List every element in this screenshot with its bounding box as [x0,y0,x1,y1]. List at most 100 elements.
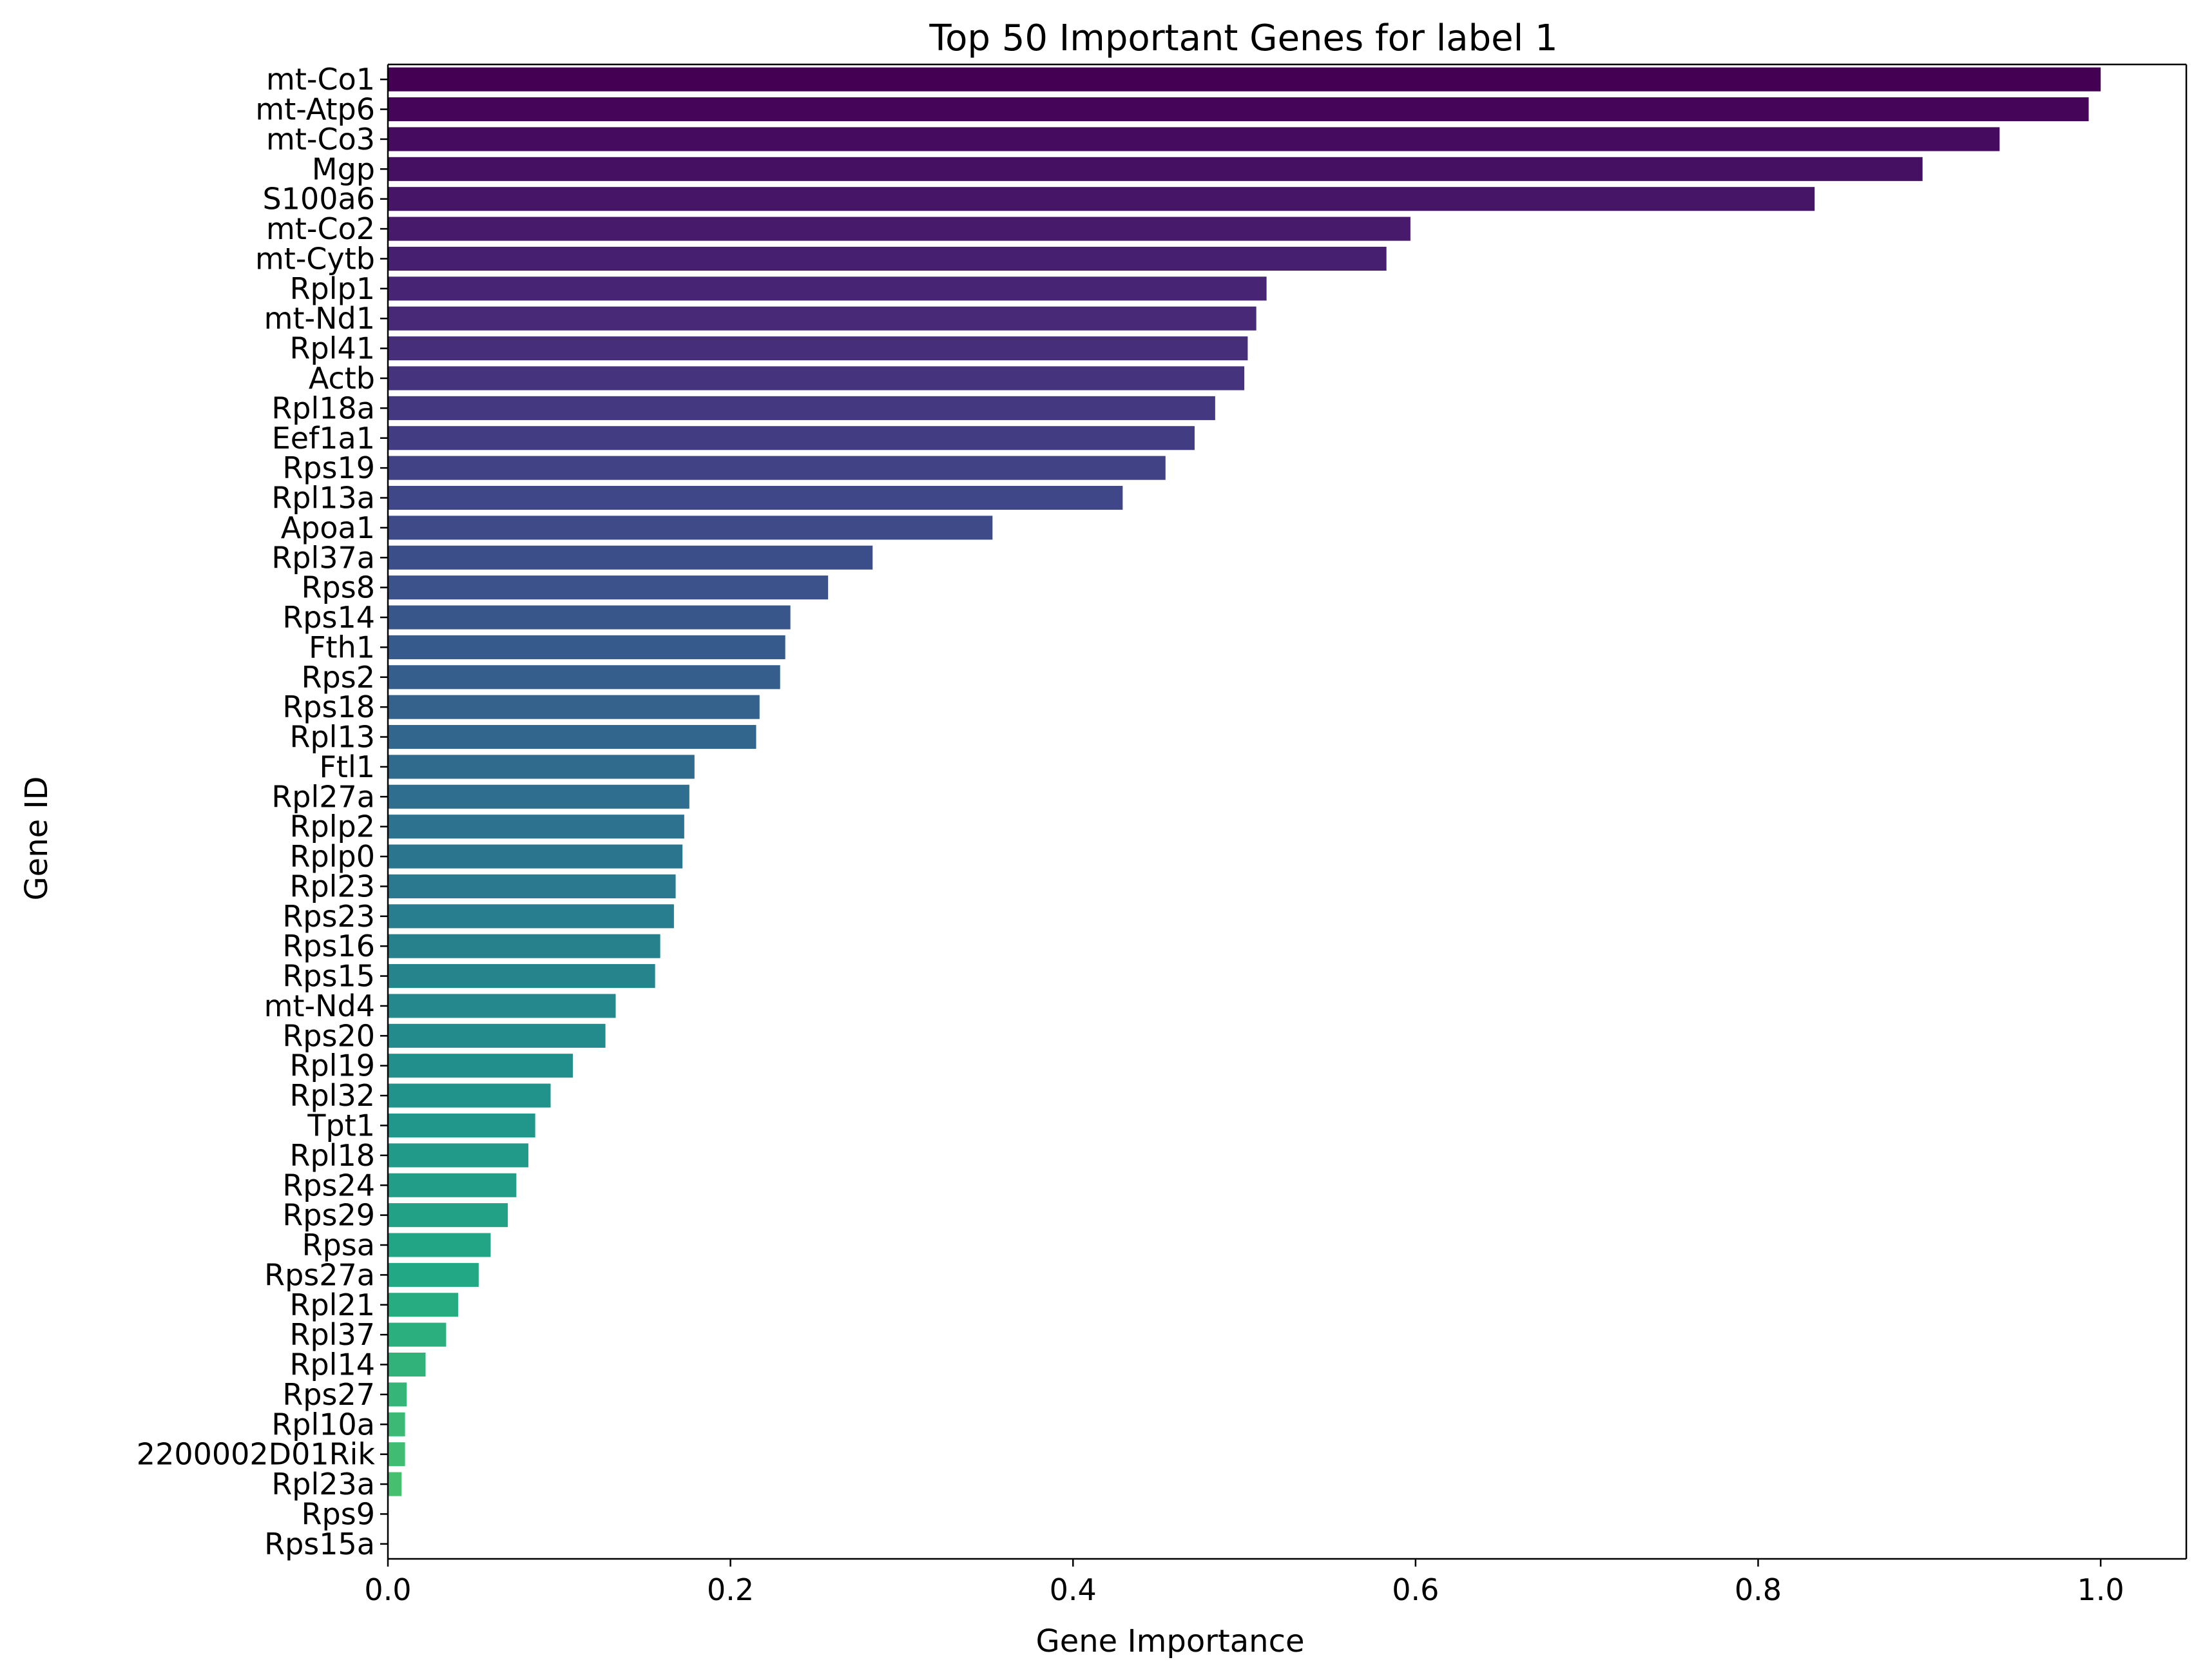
bars-layer [388,67,2101,1496]
bar-Rpl18a [388,396,1215,420]
y-tick-label: Rpl27a [271,779,375,814]
bar-Fth1 [388,635,785,659]
bar-Rps29 [388,1203,508,1228]
y-tick-label: Rps14 [282,600,375,635]
y-tick-label: Rps27a [264,1257,375,1292]
bar-Rpsa [388,1233,491,1257]
y-tick-label: Rps23 [282,899,375,934]
y-tick-label: Mgp [312,151,375,186]
bar-Rpl37 [388,1322,447,1347]
x-tick-label: 0.0 [364,1572,411,1607]
bar-Rps24 [388,1173,517,1197]
bar-Rpl18 [388,1143,528,1168]
y-tick-label: Rps18 [282,690,375,724]
y-tick-label: Rplp2 [290,809,375,844]
bar-Rpl23 [388,874,676,899]
bar-Rplp0 [388,844,683,869]
y-tick-label: Rps19 [282,450,375,485]
bar-Eef1a1 [388,426,1195,450]
y-tick-label: mt-Co2 [266,211,375,246]
bar-mt-Nd1 [388,306,1257,331]
y-tick-label: Apoa1 [281,510,375,545]
bar-Rps20 [388,1023,606,1048]
y-tick-label: Rpl32 [290,1078,375,1113]
y-tick-label: Rpl41 [290,331,375,366]
bar-Rps23 [388,904,674,929]
x-tick-label: 0.6 [1392,1572,1439,1607]
y-tick-label: Rpl21 [290,1288,375,1322]
y-tick-label: Rps15a [264,1527,375,1561]
y-tick-label: Rplp0 [290,839,375,874]
bar-Rpl37a [388,545,873,570]
bar-Rps8 [388,575,829,600]
y-tick-label: mt-Nd1 [264,301,375,336]
y-tick-label: Actb [309,361,375,396]
y-tick-label: Fth1 [309,630,375,664]
y-tick-label: Rps27 [282,1377,375,1412]
x-tick-label: 0.2 [707,1572,754,1607]
bar-Rpl13 [388,724,756,749]
y-tick-label: Rpl23 [290,869,375,903]
bar-2200002D01Rik [388,1442,405,1467]
bar-mt-Co2 [388,217,1411,241]
y-tick-label: Rpl10a [271,1407,375,1442]
y-tick-label: Rpl13a [271,481,375,516]
y-tick-label: mt-Co1 [266,62,375,97]
y-tick-label: Rpsa [302,1228,375,1262]
y-tick-label: Rpl23a [271,1467,375,1501]
y-tick-label: Rps24 [282,1168,375,1202]
bar-mt-Co1 [388,67,2101,92]
chart-title: Top 50 Important Genes for label 1 [929,17,1557,59]
bar-Rps27a [388,1262,479,1287]
y-tick-label: mt-Co3 [266,122,375,157]
bar-Rplp2 [388,815,684,839]
y-tick-label: Rps15 [282,959,375,994]
y-tick-label: Rps16 [282,929,375,963]
bar-Rpl21 [388,1293,458,1317]
x-axis-label: Gene Importance [1036,1623,1305,1659]
bar-Rpl32 [388,1083,551,1108]
bar-Rps16 [388,934,660,958]
bar-mt-Cytb [388,246,1387,271]
y-tick-label: Rpl13 [290,720,375,755]
y-tick-label: Rps29 [282,1198,375,1233]
bar-Rplp1 [388,276,1267,301]
y-tick-label: Rplp1 [290,271,375,306]
y-tick-label: Tpt1 [307,1108,375,1143]
bar-Rps18 [388,695,760,719]
y-tick-label: Rpl18a [271,391,375,425]
bar-Rps15 [388,964,655,989]
bar-Rpl14 [388,1352,426,1377]
bar-Apoa1 [388,516,993,540]
bar-mt-Nd4 [388,994,616,1018]
bar-Rps27 [388,1382,407,1407]
bar-Mgp [388,157,1923,181]
y-tick-label: Rps20 [282,1018,375,1053]
bar-Rps2 [388,665,780,690]
y-tick-label: Eef1a1 [272,421,375,456]
x-tick-layer: 0.0 0.2 0.4 0.6 0.8 1.0 [364,1559,2124,1607]
bar-mt-Co3 [388,127,2000,151]
bar-Rpl10a [388,1412,405,1436]
bar-mt-Atp6 [388,97,2089,122]
bar-Rpl23a [388,1472,402,1496]
y-tick-label: mt-Cytb [255,241,375,276]
axes-frame [387,63,2188,1560]
x-tick-label: 0.4 [1050,1572,1097,1607]
y-tick-label: Rps9 [302,1496,375,1531]
bar-Rpl13a [388,485,1123,510]
bar-Rpl19 [388,1054,573,1078]
y-axis-label: Gene ID [19,776,55,900]
y-tick-label: Rpl37a [271,540,375,575]
y-tick-label: Rps2 [302,660,375,695]
bar-Tpt1 [388,1113,535,1138]
y-tick-label: Rpl37 [290,1317,375,1352]
bar-Rpl41 [388,336,1248,361]
y-tick-label: mt-Atp6 [255,92,375,127]
y-tick-layer: mt-Co1mt-Atp6mt-Co3MgpS100a6mt-Co2mt-Cyt… [137,62,388,1561]
y-tick-label: S100a6 [263,182,375,217]
y-tick-label: Ftl1 [319,749,375,784]
x-tick-label: 0.8 [1735,1572,1782,1607]
y-tick-label: mt-Nd4 [264,989,375,1023]
